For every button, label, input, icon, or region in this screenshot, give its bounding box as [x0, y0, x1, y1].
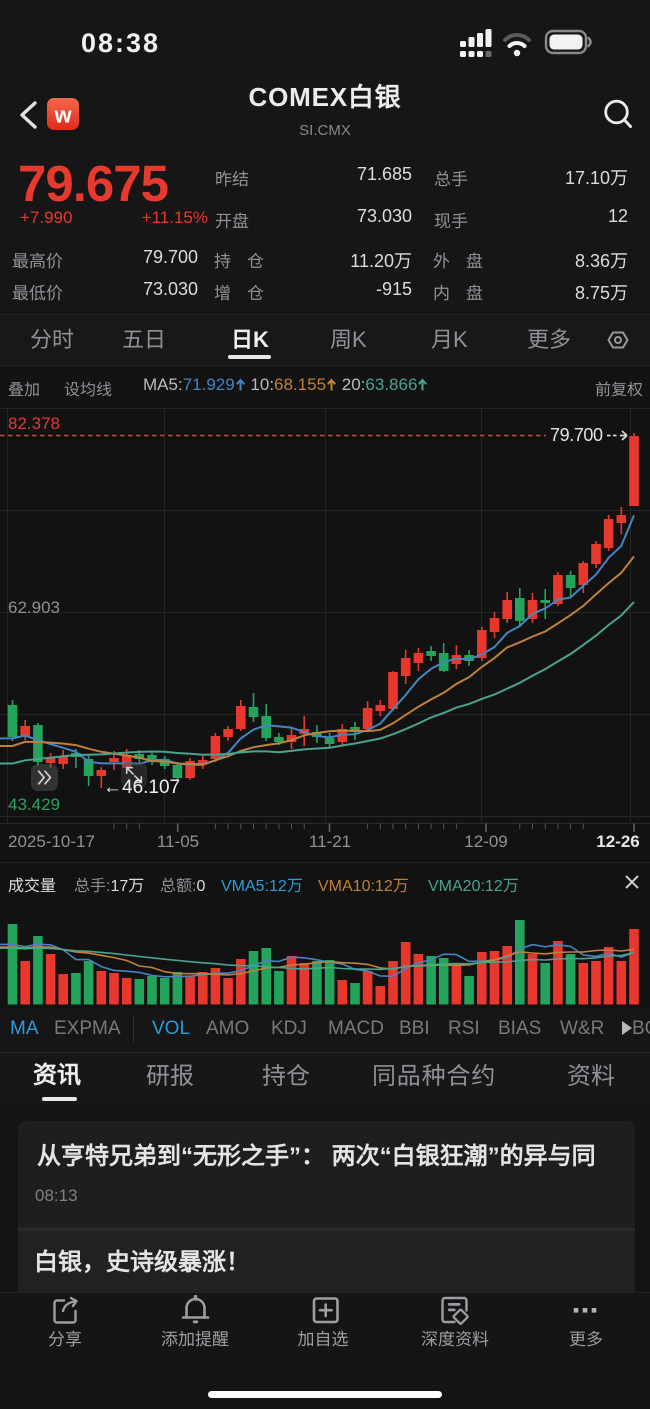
svg-text:43.429: 43.429 — [8, 795, 60, 814]
svg-text:w: w — [53, 103, 72, 128]
svg-text:62.903: 62.903 — [8, 598, 60, 617]
svg-text:79.700: 79.700 — [550, 425, 603, 445]
svg-text:82.378: 82.378 — [8, 414, 60, 433]
